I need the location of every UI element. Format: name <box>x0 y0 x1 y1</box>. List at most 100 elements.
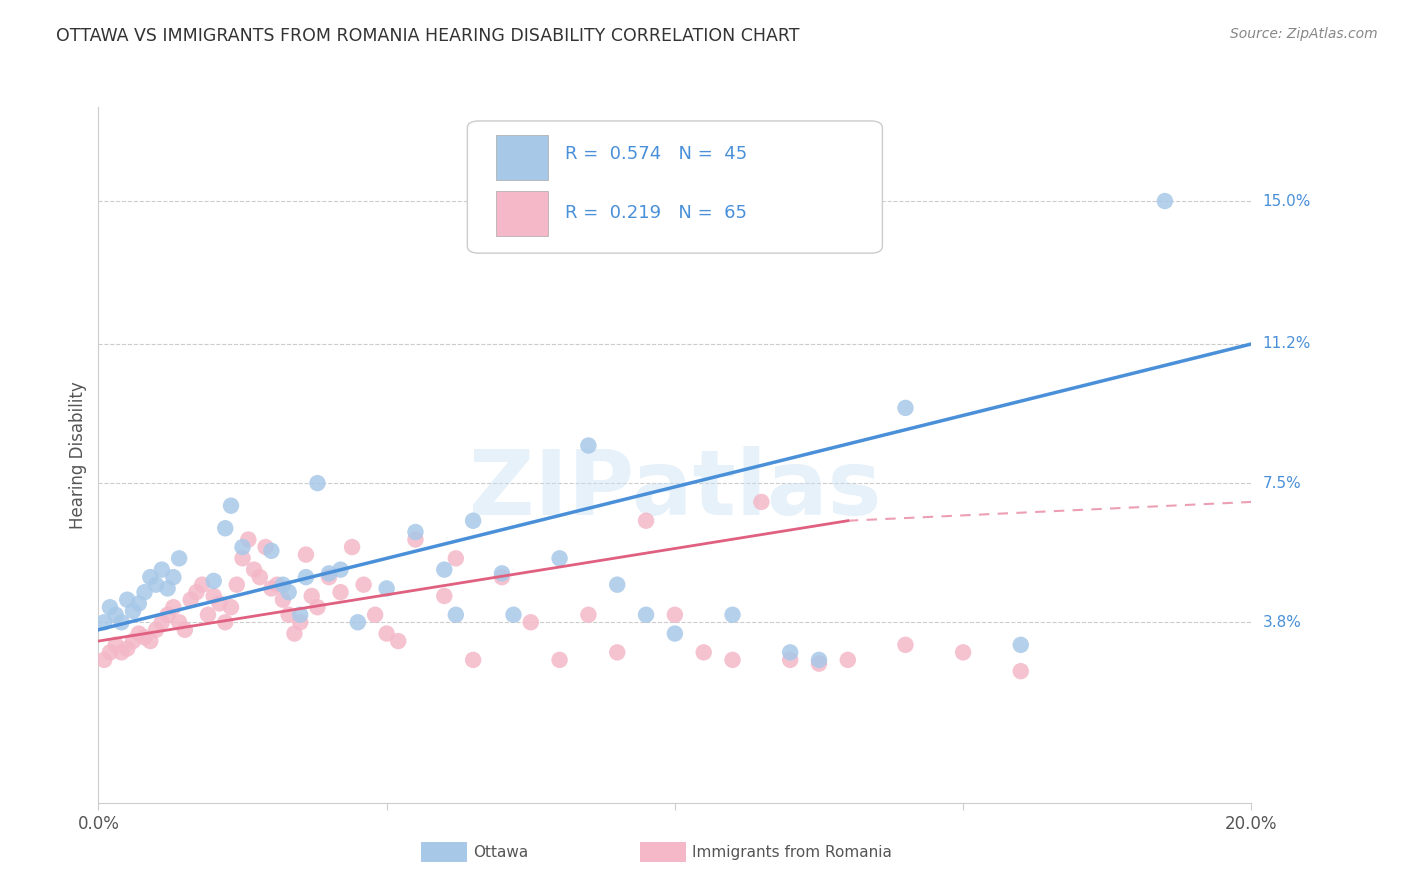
Point <box>139 570 162 584</box>
Point <box>433 589 456 603</box>
Point <box>779 645 801 659</box>
Y-axis label: Hearing Disability: Hearing Disability <box>69 381 87 529</box>
Point <box>254 540 277 554</box>
Text: OTTAWA VS IMMIGRANTS FROM ROMANIA HEARING DISABILITY CORRELATION CHART: OTTAWA VS IMMIGRANTS FROM ROMANIA HEARIN… <box>56 27 800 45</box>
Point <box>318 570 340 584</box>
FancyBboxPatch shape <box>640 842 686 862</box>
Point <box>295 570 318 584</box>
Point <box>636 514 658 528</box>
Point <box>1010 664 1032 678</box>
Point <box>664 626 686 640</box>
Point <box>375 626 398 640</box>
Point <box>444 551 467 566</box>
Point <box>225 577 247 591</box>
Text: Immigrants from Romania: Immigrants from Romania <box>692 845 891 860</box>
Point <box>520 615 543 630</box>
Point <box>387 634 409 648</box>
Point <box>93 653 115 667</box>
Point <box>894 401 917 415</box>
Point <box>214 521 236 535</box>
Point <box>156 582 179 596</box>
Point <box>238 533 260 547</box>
Point <box>290 607 312 622</box>
Point <box>98 600 121 615</box>
Point <box>104 638 127 652</box>
Point <box>318 566 340 581</box>
Text: 7.5%: 7.5% <box>1263 475 1301 491</box>
Point <box>117 592 138 607</box>
Point <box>110 645 132 659</box>
Point <box>202 589 225 603</box>
Text: R =  0.219   N =  65: R = 0.219 N = 65 <box>565 203 748 222</box>
Text: ZIPatlas: ZIPatlas <box>468 446 882 533</box>
Point <box>444 607 467 622</box>
Point <box>122 634 145 648</box>
FancyBboxPatch shape <box>422 842 467 862</box>
Text: 3.8%: 3.8% <box>1263 615 1302 630</box>
Point <box>277 607 299 622</box>
Point <box>353 577 375 591</box>
Point <box>231 540 254 554</box>
Point <box>606 577 628 591</box>
Point <box>721 607 744 622</box>
Point <box>329 585 352 599</box>
Point <box>162 600 184 615</box>
Point <box>751 495 773 509</box>
Point <box>167 551 190 566</box>
Point <box>128 597 150 611</box>
Point <box>548 653 571 667</box>
Point <box>174 623 197 637</box>
Text: Source: ZipAtlas.com: Source: ZipAtlas.com <box>1230 27 1378 41</box>
Point <box>122 604 145 618</box>
Point <box>491 570 513 584</box>
Point <box>461 653 484 667</box>
Point <box>191 577 214 591</box>
Point <box>110 615 132 630</box>
Point <box>117 641 138 656</box>
Point <box>307 476 329 491</box>
Point <box>145 623 167 637</box>
FancyBboxPatch shape <box>467 121 883 253</box>
Point <box>578 438 600 452</box>
Point <box>461 514 484 528</box>
Point <box>364 607 387 622</box>
Point <box>180 592 202 607</box>
Text: R =  0.574   N =  45: R = 0.574 N = 45 <box>565 145 748 163</box>
Point <box>214 615 236 630</box>
Point <box>271 592 294 607</box>
Point <box>93 615 115 630</box>
Point <box>208 597 231 611</box>
Point <box>606 645 628 659</box>
Point <box>807 657 830 671</box>
Point <box>837 653 859 667</box>
Point <box>548 551 571 566</box>
Point <box>162 570 184 584</box>
Point <box>266 577 288 591</box>
Point <box>636 607 658 622</box>
Point <box>167 615 190 630</box>
Point <box>260 582 283 596</box>
Point <box>219 600 242 615</box>
Point <box>150 615 173 630</box>
Point <box>329 563 352 577</box>
Point <box>894 638 917 652</box>
Point <box>952 645 974 659</box>
Point <box>219 499 242 513</box>
Point <box>664 607 686 622</box>
Point <box>202 574 225 588</box>
Point <box>98 645 121 659</box>
Point <box>346 615 368 630</box>
Point <box>145 577 167 591</box>
Point <box>1010 638 1032 652</box>
Point <box>491 566 513 581</box>
Point <box>307 600 329 615</box>
Point <box>243 563 266 577</box>
Point <box>290 615 312 630</box>
Point <box>104 607 127 622</box>
Point <box>433 563 456 577</box>
Text: 15.0%: 15.0% <box>1263 194 1310 209</box>
Point <box>283 626 305 640</box>
Point <box>260 544 283 558</box>
Point <box>128 626 150 640</box>
Point <box>375 582 398 596</box>
